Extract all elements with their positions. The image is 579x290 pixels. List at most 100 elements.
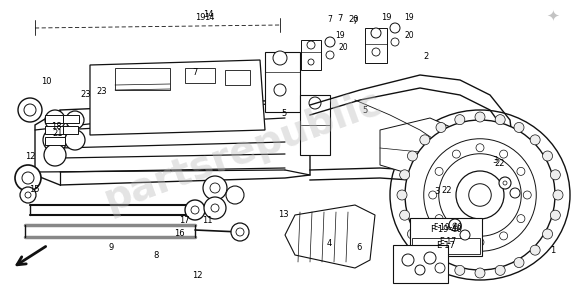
Circle shape [500, 150, 508, 158]
Text: 7: 7 [192, 68, 197, 77]
Circle shape [455, 115, 465, 125]
Circle shape [25, 192, 31, 198]
Circle shape [326, 51, 334, 59]
Polygon shape [285, 205, 375, 268]
Bar [301, 40, 321, 70]
Circle shape [475, 268, 485, 278]
Circle shape [18, 98, 42, 122]
Bar [63, 126, 78, 134]
Circle shape [226, 186, 244, 204]
Circle shape [530, 135, 540, 145]
Circle shape [469, 184, 491, 206]
Text: 2: 2 [423, 52, 428, 61]
Circle shape [455, 265, 465, 275]
Circle shape [402, 254, 414, 266]
Text: 22: 22 [494, 159, 505, 168]
Circle shape [476, 238, 484, 246]
Bar [115, 68, 170, 90]
Circle shape [211, 204, 219, 212]
Circle shape [495, 265, 505, 275]
Text: 11: 11 [202, 216, 212, 225]
Circle shape [415, 265, 425, 275]
Circle shape [523, 191, 532, 199]
Bar [63, 115, 79, 123]
Text: 13: 13 [278, 210, 289, 219]
Circle shape [203, 176, 227, 200]
Polygon shape [35, 100, 310, 185]
Text: 14: 14 [204, 14, 214, 23]
Text: 9: 9 [108, 243, 114, 253]
Text: 19: 19 [335, 30, 345, 39]
Circle shape [476, 144, 484, 152]
Text: 8: 8 [153, 251, 159, 260]
Bar [410, 218, 482, 256]
Circle shape [390, 23, 400, 33]
Text: 3: 3 [492, 156, 498, 166]
Text: E-17: E-17 [439, 238, 457, 246]
Circle shape [543, 151, 552, 161]
Bar [265, 52, 300, 112]
Circle shape [372, 48, 380, 56]
Bar [45, 137, 65, 145]
Polygon shape [380, 118, 480, 180]
Text: 7: 7 [338, 14, 343, 23]
Bar [412, 238, 480, 254]
Circle shape [45, 110, 65, 130]
Polygon shape [90, 60, 265, 135]
Text: ✦: ✦ [547, 8, 559, 23]
Circle shape [391, 38, 399, 46]
Circle shape [408, 151, 417, 161]
Circle shape [307, 41, 315, 49]
Circle shape [15, 165, 41, 191]
Circle shape [66, 111, 84, 129]
Circle shape [236, 228, 244, 236]
Circle shape [43, 128, 67, 152]
Text: 6: 6 [356, 243, 362, 253]
Text: 16: 16 [174, 229, 185, 238]
Text: 20: 20 [404, 30, 414, 39]
Text: 23: 23 [96, 87, 107, 96]
Circle shape [530, 245, 540, 255]
Text: 12: 12 [192, 271, 202, 280]
Circle shape [514, 122, 524, 133]
Circle shape [551, 170, 560, 180]
Text: partsrepublic: partsrepublic [99, 83, 387, 219]
Circle shape [420, 135, 430, 145]
Circle shape [325, 37, 335, 47]
Bar [45, 126, 63, 134]
Text: 5: 5 [362, 106, 368, 115]
Circle shape [371, 28, 381, 38]
Circle shape [185, 200, 205, 220]
Circle shape [400, 170, 410, 180]
Text: 12: 12 [25, 152, 35, 161]
Circle shape [273, 51, 287, 65]
Circle shape [460, 230, 470, 240]
Circle shape [551, 210, 560, 220]
Text: 7: 7 [353, 17, 357, 26]
Circle shape [495, 115, 505, 125]
Text: 20: 20 [338, 44, 348, 52]
Circle shape [435, 263, 445, 273]
Circle shape [309, 97, 321, 109]
Circle shape [453, 223, 457, 227]
Circle shape [408, 229, 417, 239]
Circle shape [500, 232, 508, 240]
Text: 14: 14 [203, 10, 214, 19]
Circle shape [22, 172, 34, 184]
Text: 17: 17 [179, 216, 189, 225]
Text: 19: 19 [404, 14, 414, 23]
Bar [45, 115, 63, 123]
Circle shape [65, 130, 85, 150]
Text: 20: 20 [348, 15, 358, 24]
Bar [300, 95, 330, 155]
Circle shape [397, 190, 407, 200]
Text: 4: 4 [326, 239, 332, 248]
Bar [393, 245, 448, 283]
Ellipse shape [390, 110, 570, 280]
Text: 10: 10 [41, 77, 52, 86]
Text: 15: 15 [30, 185, 40, 195]
Text: 1: 1 [550, 246, 556, 255]
Circle shape [543, 229, 552, 239]
Text: 21: 21 [53, 129, 63, 138]
Circle shape [400, 210, 410, 220]
